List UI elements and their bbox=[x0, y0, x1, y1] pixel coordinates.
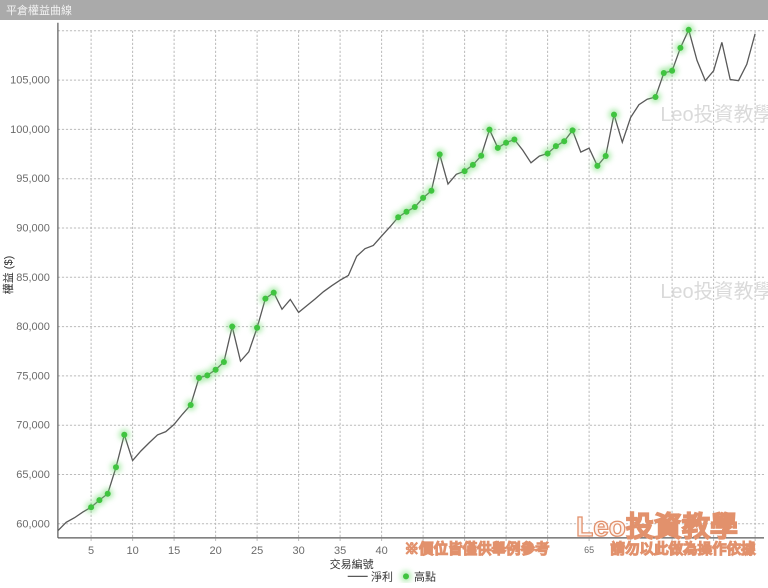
svg-text:Leo投資教學: Leo投資教學 bbox=[660, 280, 768, 303]
svg-text:15: 15 bbox=[168, 545, 180, 557]
svg-text:淨利: 淨利 bbox=[371, 570, 393, 583]
svg-text:35: 35 bbox=[334, 545, 346, 557]
svg-text:40: 40 bbox=[375, 545, 387, 557]
svg-text:70,000: 70,000 bbox=[16, 420, 50, 432]
svg-text:10: 10 bbox=[126, 545, 138, 557]
svg-text:30: 30 bbox=[292, 545, 304, 557]
svg-text:5: 5 bbox=[88, 545, 94, 557]
svg-text:90,000: 90,000 bbox=[16, 223, 50, 235]
svg-text:80,000: 80,000 bbox=[16, 321, 50, 333]
svg-text:20: 20 bbox=[209, 545, 221, 557]
svg-text:Leo投資教學: Leo投資教學 bbox=[660, 103, 768, 126]
svg-text:25: 25 bbox=[251, 545, 263, 557]
svg-text:95,000: 95,000 bbox=[16, 173, 50, 185]
svg-text:65,000: 65,000 bbox=[16, 469, 50, 481]
svg-text:Leo投資教學: Leo投資教學 bbox=[576, 511, 738, 542]
svg-text:請勿以此做為操作依據: 請勿以此做為操作依據 bbox=[611, 540, 756, 558]
svg-text:60,000: 60,000 bbox=[16, 518, 50, 530]
svg-text:權益 ($): 權益 ($) bbox=[1, 256, 15, 295]
svg-text:75,000: 75,000 bbox=[16, 370, 50, 382]
svg-text:100,000: 100,000 bbox=[10, 124, 50, 136]
svg-text:交易編號: 交易編號 bbox=[330, 557, 374, 571]
svg-text:105,000: 105,000 bbox=[10, 75, 50, 87]
svg-text:高點: 高點 bbox=[414, 569, 436, 583]
svg-text:65: 65 bbox=[584, 545, 594, 555]
svg-text:※價位皆僅供舉例參考: ※價位皆僅供舉例參考 bbox=[405, 540, 550, 558]
svg-text:85,000: 85,000 bbox=[16, 272, 50, 284]
